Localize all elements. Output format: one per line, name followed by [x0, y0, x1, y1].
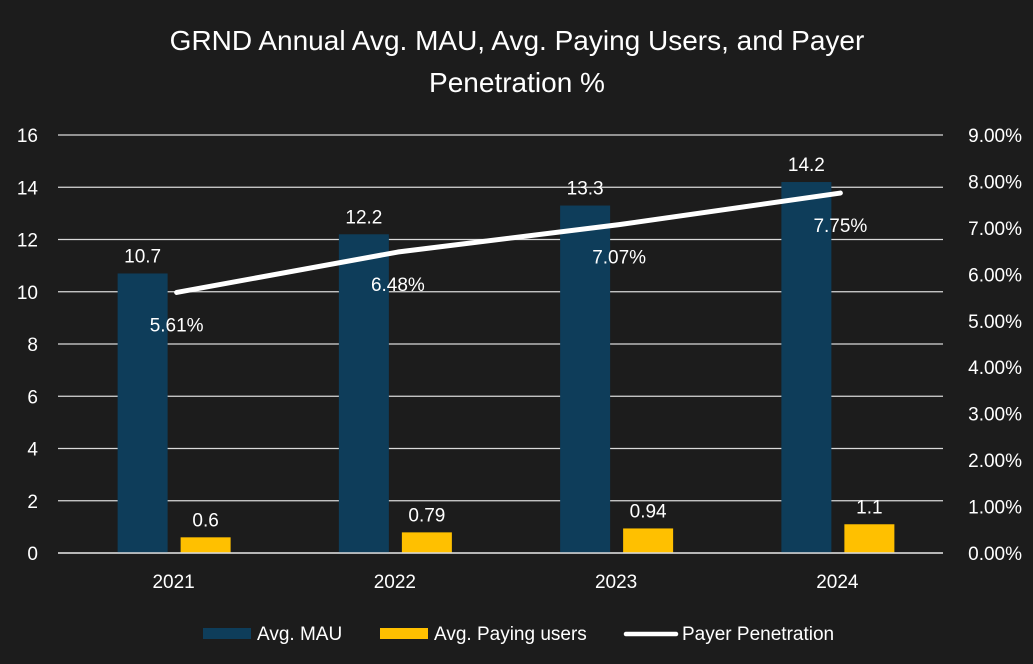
y-left-tick-label: 8	[27, 335, 38, 356]
y-left-tick-label: 4	[27, 440, 38, 461]
data-labels: 10.7 12.2 13.3 14.2 0.6 0.79 0.94 1.1 5.61% 6.48%…	[124, 155, 882, 531]
data-label-payer-penetration: 7.07%	[592, 248, 646, 269]
data-label-payer-penetration: 5.61%	[150, 315, 204, 336]
y-right-tick-label: 3.00%	[968, 405, 1022, 426]
y-left-tick-label: 12	[17, 231, 38, 252]
payer-penetration-line	[174, 190, 843, 295]
y-left-tick-label: 16	[17, 126, 38, 147]
legend-swatch-avg-mau	[203, 628, 251, 639]
y-left-tick-label: 2	[27, 492, 38, 513]
x-tick-label: 2023	[595, 572, 637, 593]
data-label-avg-mau: 13.3	[567, 179, 604, 200]
y-right-tick-label: 4.00%	[968, 358, 1022, 379]
data-label-avg-paying-users: 0.6	[192, 510, 218, 531]
legend-label-avg-mau: Avg. MAU	[257, 624, 342, 645]
data-label-avg-paying-users: 0.94	[630, 501, 667, 522]
data-label-avg-paying-users: 0.79	[408, 505, 445, 526]
data-label-avg-mau: 10.7	[124, 246, 161, 267]
y-right-tick-label: 5.00%	[968, 312, 1022, 333]
data-label-payer-penetration: 6.48%	[371, 275, 425, 296]
y-left-tick-label: 14	[17, 178, 39, 199]
bar-avg-mau	[338, 234, 389, 553]
bar-avg-paying-users	[180, 537, 231, 553]
legend: Avg. MAU Avg. Paying users Payer Penetra…	[203, 624, 834, 645]
chart-title-line2: Penetration %	[429, 67, 605, 98]
legend-label-payer-penetration: Payer Penetration	[682, 624, 834, 645]
data-label-avg-mau: 12.2	[345, 207, 382, 228]
y-left-tick-label: 10	[17, 283, 38, 304]
bar-avg-mau	[781, 182, 832, 553]
y-left-tick-label: 6	[27, 387, 38, 408]
data-label-avg-mau: 14.2	[788, 155, 825, 176]
y-axis-right: 0.00% 1.00% 2.00% 3.00% 4.00% 5.00% 6.00% 7.00%…	[968, 126, 1022, 565]
bars	[117, 182, 895, 553]
bar-avg-mau	[117, 273, 168, 553]
bar-avg-mau	[560, 205, 611, 553]
y-right-tick-label: 1.00%	[968, 498, 1022, 519]
legend-label-avg-paying-users: Avg. Paying users	[434, 624, 587, 645]
y-axis-left: 0 2 4 6 8 10 12 14 16	[17, 126, 39, 565]
bar-avg-paying-users	[623, 528, 674, 553]
y-right-tick-label: 6.00%	[968, 265, 1022, 286]
chart-title-line1: GRND Annual Avg. MAU, Avg. Paying Users,…	[170, 25, 865, 56]
y-right-tick-label: 7.00%	[968, 219, 1022, 240]
data-label-payer-penetration: 7.75%	[813, 216, 867, 237]
y-right-tick-label: 8.00%	[968, 172, 1022, 193]
x-tick-label: 2024	[816, 572, 859, 593]
y-right-tick-label: 9.00%	[968, 126, 1022, 147]
x-tick-label: 2022	[374, 572, 416, 593]
x-axis: 2021 2022 2023 2024	[58, 552, 943, 593]
payer-penetration-series-line	[174, 190, 843, 295]
x-tick-label: 2021	[152, 572, 194, 593]
bar-avg-paying-users	[844, 524, 895, 553]
y-left-tick-label: 0	[27, 544, 38, 565]
data-label-avg-paying-users: 1.1	[856, 497, 882, 518]
y-right-tick-label: 0.00%	[968, 544, 1022, 565]
y-right-tick-label: 2.00%	[968, 451, 1022, 472]
bar-avg-paying-users	[401, 532, 452, 553]
legend-swatch-avg-paying-users	[380, 628, 428, 639]
